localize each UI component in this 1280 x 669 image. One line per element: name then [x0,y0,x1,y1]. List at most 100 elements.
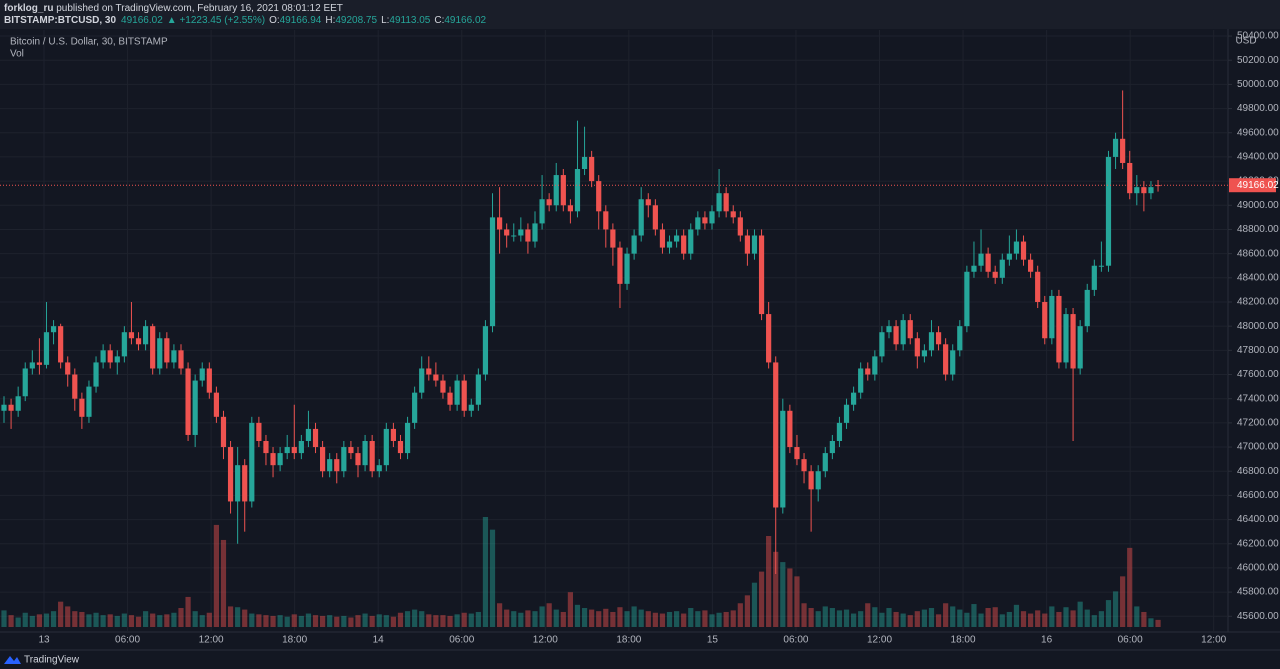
volume-bar [79,611,85,627]
candle-body [185,368,191,435]
x-tick-label: 13 [38,635,50,646]
y-tick-label: 46000.00 [1237,563,1279,574]
volume-bar [320,615,326,627]
volume-bar [1006,611,1012,627]
candle-body [50,326,57,333]
volume-bar [1134,606,1140,627]
volume-bar [758,571,765,627]
candle-body [730,211,736,218]
candle-body [539,199,545,224]
candle-body [334,459,340,472]
candle-body [1020,241,1027,260]
candle-body [284,447,290,454]
candle-body [1148,187,1154,194]
candle-body [525,229,531,242]
volume-bar [751,582,758,627]
candle-body [199,368,205,381]
volume-bar [992,607,998,627]
candle-body [716,193,722,212]
candle-body [128,332,135,339]
volume-bar [518,612,524,627]
h-label: H: [325,15,335,26]
candle-body [681,235,687,254]
candle-body [79,398,85,417]
publish-line: forklog_ru published on TradingView.com,… [4,3,343,14]
volume-legend: Vol [10,49,24,60]
y-tick-label: 47800.00 [1237,345,1279,356]
volume-bar [879,612,885,627]
volume-bar [1105,600,1112,627]
candle-body [1006,253,1012,260]
candle-body [93,362,99,387]
volume-bar [702,610,708,627]
candle-body [645,199,651,206]
candle-body [780,410,786,508]
candle-body [688,229,694,254]
candle-body [581,156,588,170]
candle-body [206,368,212,393]
candle-body [1,404,7,411]
volume-bar [256,614,262,627]
candle-body [964,271,970,327]
candle-body [100,350,106,363]
candle-body [178,350,184,369]
logo-icon [4,656,21,664]
volume-bar [171,612,177,627]
volume-bar [659,613,666,627]
candle-body [43,332,50,365]
volume-bar [263,615,269,627]
candle-body [950,350,956,375]
volume-bar [964,612,970,627]
candle-body [369,441,375,472]
volume-bar [801,603,807,627]
candle-body [390,428,396,442]
l-value: 49113.05 [389,15,430,26]
volume-bar [242,609,248,627]
volume-bar [135,616,142,627]
volume-bar [1013,604,1020,627]
candle-body [758,235,765,315]
volume-bar [440,615,446,627]
volume-bar [220,539,227,627]
volume-bar [419,611,425,627]
volume-bar [1127,547,1133,627]
volume-bar [688,608,694,627]
x-tick-label: 12:00 [1201,635,1226,646]
candle-body [985,253,991,272]
candle-body [999,259,1005,278]
candle-body [921,350,927,357]
candle-body [801,459,807,472]
volume-bar [730,610,736,627]
candle-body [171,350,177,363]
volume-bar [178,608,184,627]
candle-body [851,392,857,405]
candle-body [659,229,666,248]
candle-body [482,326,489,375]
volume-bar [1028,613,1034,627]
y-tick-label: 48600.00 [1237,248,1279,259]
candle-body [454,380,460,405]
volume-bar [815,611,821,627]
candle-body [376,465,382,472]
y-tick-label: 48200.00 [1237,297,1279,308]
candle-body [213,392,219,417]
volume-bar [900,613,906,627]
candle-body [298,441,304,454]
volume-bar [199,615,205,627]
last-price-label: 49166.02 [1237,180,1279,191]
volume-bar [497,603,503,627]
candle-body [1127,162,1133,194]
volume-bar [695,611,701,627]
volume-bar [150,613,156,627]
candle-body [1049,295,1055,339]
y-tick-label: 46400.00 [1237,514,1279,525]
volume-bar [893,611,899,627]
volume-bar [858,611,864,627]
candle-body [15,396,21,411]
candle-body [447,392,453,405]
volume-bar [985,608,991,627]
volume-bar [957,609,963,627]
candle-body [312,428,319,448]
candle-body [242,465,248,502]
volume-bar [716,612,722,627]
